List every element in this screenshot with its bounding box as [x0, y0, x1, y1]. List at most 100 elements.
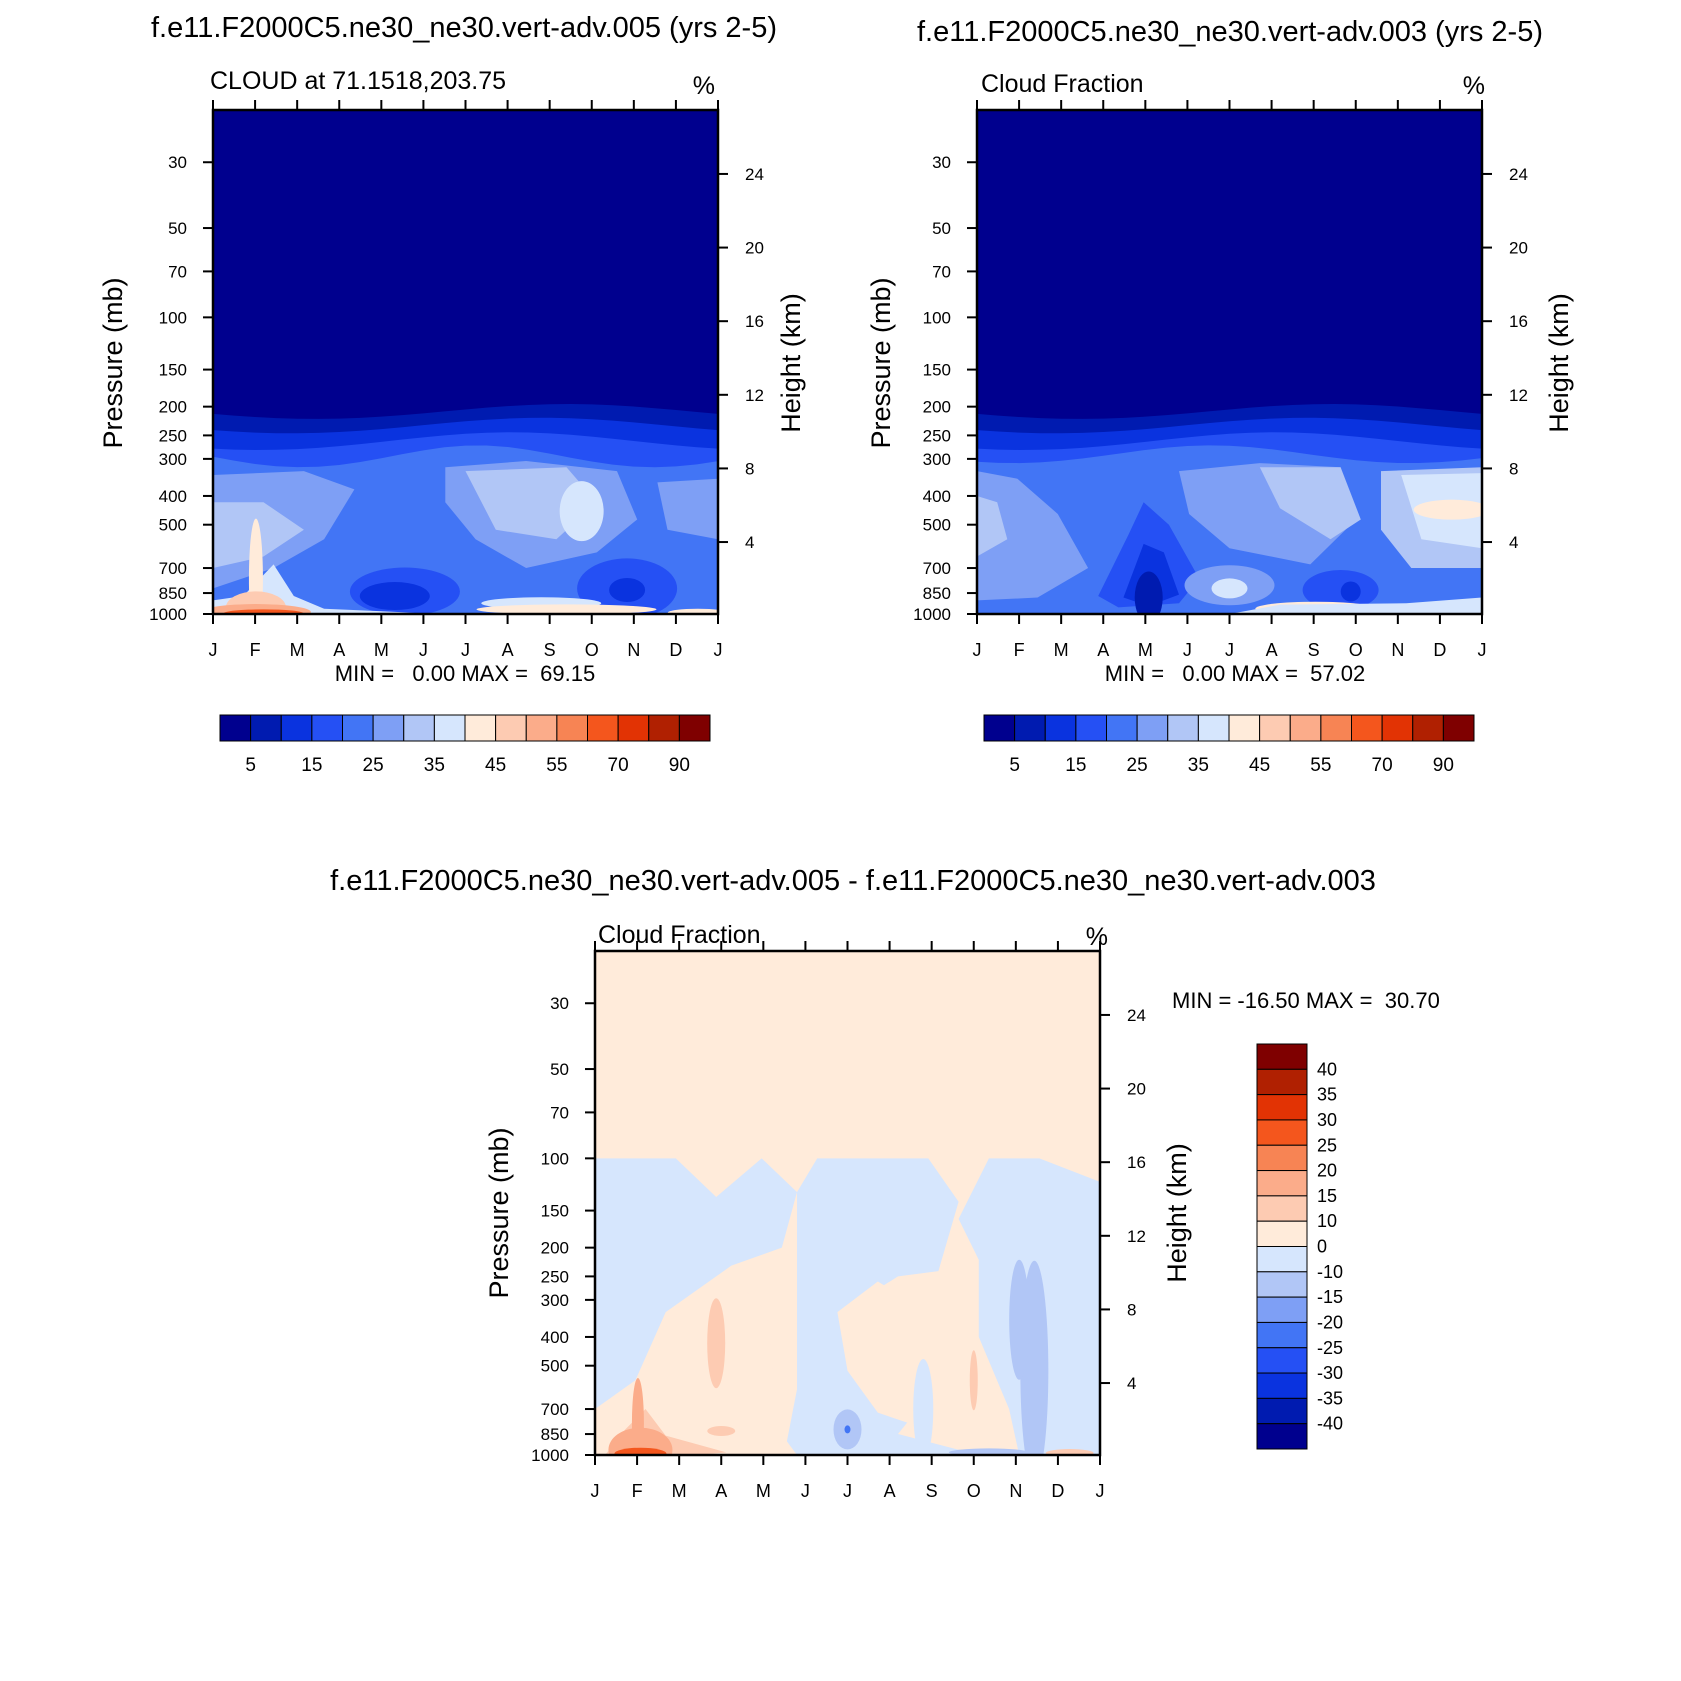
colorbar-label: 35	[424, 755, 445, 776]
colorbar-label: 25	[1317, 1135, 1337, 1155]
colorbar-swatch	[1197, 714, 1230, 742]
x-tick-label: J	[973, 640, 982, 660]
colorbar-swatch	[280, 714, 313, 742]
y-tick-label: 700	[923, 559, 951, 578]
colorbar-swatch	[1014, 714, 1046, 742]
field-band	[559, 481, 604, 542]
colorbar-swatch	[1167, 714, 1199, 742]
colorbar-swatch	[1256, 1195, 1308, 1222]
x-tick-label: J	[1478, 640, 1487, 660]
x-tick-label: J	[843, 1481, 852, 1501]
colorbar-swatch	[1044, 714, 1077, 742]
panel-c-units: %	[1086, 923, 1108, 951]
y-tick-label: 150	[923, 361, 951, 380]
field-band	[1009, 1259, 1030, 1380]
colorbar-label: 0	[1317, 1237, 1327, 1257]
y2-tick-label: 8	[1509, 459, 1518, 478]
colorbar-label: -10	[1317, 1262, 1343, 1282]
x-tick-label: F	[1014, 640, 1025, 660]
colorbar-swatch	[1256, 1144, 1308, 1172]
y-tick-label: 300	[159, 450, 187, 469]
y-tick-label: 500	[923, 516, 951, 535]
colorbar-swatch	[311, 714, 343, 742]
colorbar-swatch	[464, 714, 497, 742]
y-tick-label: 100	[541, 1149, 569, 1168]
x-tick-label: S	[926, 1481, 938, 1501]
colorbar-swatch	[250, 714, 282, 742]
colorbar-label: 10	[1317, 1211, 1337, 1231]
colorbar-swatch	[1075, 714, 1107, 742]
field-band	[948, 1448, 1029, 1455]
y-tick-label: 200	[159, 398, 187, 417]
colorbar-swatch	[617, 714, 650, 742]
colorbar-label: -30	[1317, 1363, 1343, 1383]
colorbar-panel-b: 5 15 25 35 45 55 70 90	[983, 714, 1475, 776]
colorbar-label: 5	[1009, 755, 1020, 776]
colorbar-label: -15	[1317, 1287, 1343, 1307]
y-tick-label: 250	[541, 1267, 569, 1286]
y2-tick-label: 20	[1509, 239, 1528, 258]
y2-tick-label: 8	[745, 459, 754, 478]
colorbar-swatch	[1256, 1068, 1308, 1096]
colorbar-label: 25	[363, 755, 384, 776]
y-tick-label: 100	[159, 308, 187, 327]
x-tick-label: A	[502, 640, 514, 660]
y-tick-label: 300	[541, 1291, 569, 1310]
x-tick-label: M	[374, 640, 389, 660]
colorbar-label: 30	[1317, 1110, 1337, 1130]
panel-a-subtitle: CLOUD at 71.1518,203.75	[210, 67, 506, 95]
colorbar-swatch	[1256, 1372, 1308, 1399]
colorbar-label: 70	[608, 755, 629, 776]
colorbar-label: -40	[1317, 1414, 1343, 1434]
x-tick-label: A	[1266, 640, 1278, 660]
colorbar-swatch	[372, 714, 405, 742]
field-band	[1340, 581, 1361, 602]
x-tick-label: J	[1225, 640, 1234, 660]
colorbar-swatch	[1381, 714, 1414, 742]
y-tick-label: 50	[932, 219, 951, 238]
y-tick-label: 1000	[149, 605, 187, 624]
colorbar-label: 5	[245, 755, 256, 776]
colorbar-swatch	[1256, 1119, 1308, 1146]
panel-a-ylabel-right: Height (km)	[776, 293, 806, 433]
x-tick-label: J	[591, 1481, 600, 1501]
colorbar-panel-c: 40 35 30 25 20 15 10 0 -10 -15 -20 -25 -30 -35 -40	[1256, 1043, 1343, 1450]
colorbar-swatch	[1136, 714, 1169, 742]
x-tick-label: S	[1308, 640, 1320, 660]
y-tick-label: 850	[541, 1425, 569, 1444]
colorbar-label: -25	[1317, 1338, 1343, 1358]
x-tick-label: D	[669, 640, 682, 660]
x-tick-label: J	[1096, 1481, 1105, 1501]
colorbar-swatch	[1256, 1246, 1308, 1273]
plot-axes-panel-c: J F M A M J J A S O N D J 30 50 70 100 150 200 250 300 400 500…	[531, 941, 1146, 1501]
y2-tick-label: 20	[745, 239, 764, 258]
colorbar-swatch	[1256, 1321, 1308, 1349]
panel-b-title: f.e11.F2000C5.ne30_ne30.vert-adv.003 (yr…	[917, 16, 1543, 48]
field-band	[609, 577, 646, 602]
panel-b-stats: MIN = 0.00 MAX = 57.02	[1105, 661, 1365, 686]
colorbar-swatch	[1256, 1296, 1308, 1323]
colorbar-swatch	[525, 714, 558, 742]
colorbar-swatch	[1228, 714, 1261, 742]
x-tick-label: O	[967, 1481, 981, 1501]
field-band	[977, 495, 1008, 557]
y-tick-label: 300	[923, 450, 951, 469]
colorbar-label: 20	[1317, 1161, 1337, 1181]
colorbar-label: 90	[1433, 755, 1454, 776]
plot-field-panel-a	[213, 110, 718, 614]
y-tick-label: 70	[932, 262, 951, 281]
colorbar-swatch	[678, 714, 711, 742]
panel-b-ylabel: Pressure (mb)	[866, 277, 896, 448]
y-tick-label: 30	[168, 153, 187, 172]
plot-field-panel-c	[595, 951, 1100, 1455]
colorbar-swatch	[342, 714, 374, 742]
panel-c-ylabel: Pressure (mb)	[484, 1127, 514, 1298]
plot-field-panel-b	[977, 110, 1482, 614]
y-tick-label: 500	[541, 1357, 569, 1376]
y-tick-label: 30	[932, 153, 951, 172]
y2-tick-label: 4	[1127, 1374, 1136, 1393]
y-tick-label: 1000	[913, 605, 951, 624]
x-tick-label: A	[884, 1481, 896, 1501]
colorbar-label: -20	[1317, 1312, 1343, 1332]
plot-axes-panel-b: J F M A M J J A S O N D J 30 50 70 100 150 200 250 300 400 500…	[913, 100, 1528, 660]
